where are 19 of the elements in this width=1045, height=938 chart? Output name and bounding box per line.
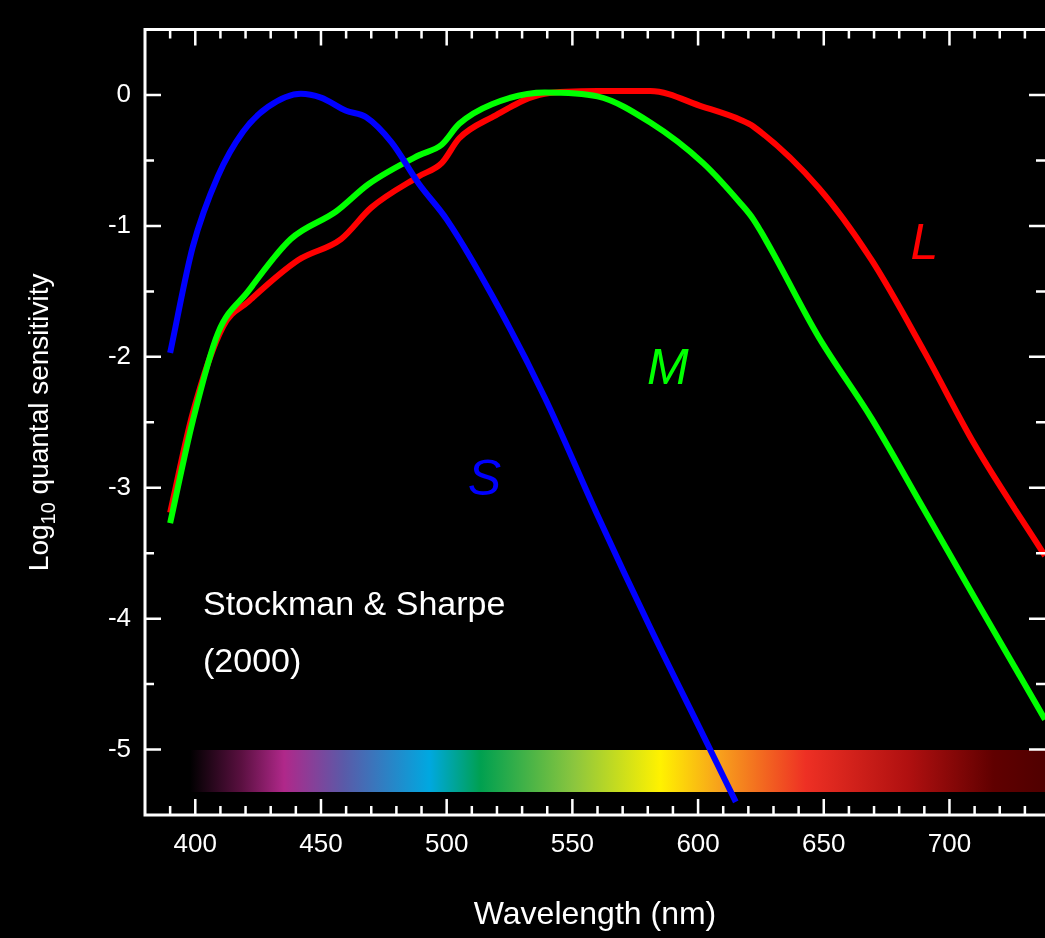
annotation: Stockman & Sharpe (2000)	[203, 584, 506, 679]
y-tick-label: -4	[107, 601, 131, 632]
series-label: L	[910, 214, 939, 271]
x-tick-label: 400	[173, 827, 217, 858]
text: M	[647, 338, 690, 395]
x-tick-label: 700	[927, 827, 972, 858]
x-tick-label: 600	[676, 827, 720, 858]
y-tick-label: -3	[107, 470, 131, 501]
y-tick-label: -1	[107, 209, 131, 240]
y-tick-label: -2	[107, 340, 131, 371]
x-axis-title: Wavelength (nm)	[473, 894, 717, 931]
y-tick-label: 0	[116, 78, 131, 109]
y-axis-title: Log10 quantal sensitivity	[22, 273, 59, 572]
x-tick-label: 550	[550, 827, 595, 858]
x-tick-label: 450	[299, 827, 343, 858]
x-tick-label: 650	[802, 827, 846, 858]
series-label: S	[467, 450, 502, 507]
y-tick-label: -5	[107, 732, 131, 763]
x-tick-label: 500	[424, 827, 469, 858]
